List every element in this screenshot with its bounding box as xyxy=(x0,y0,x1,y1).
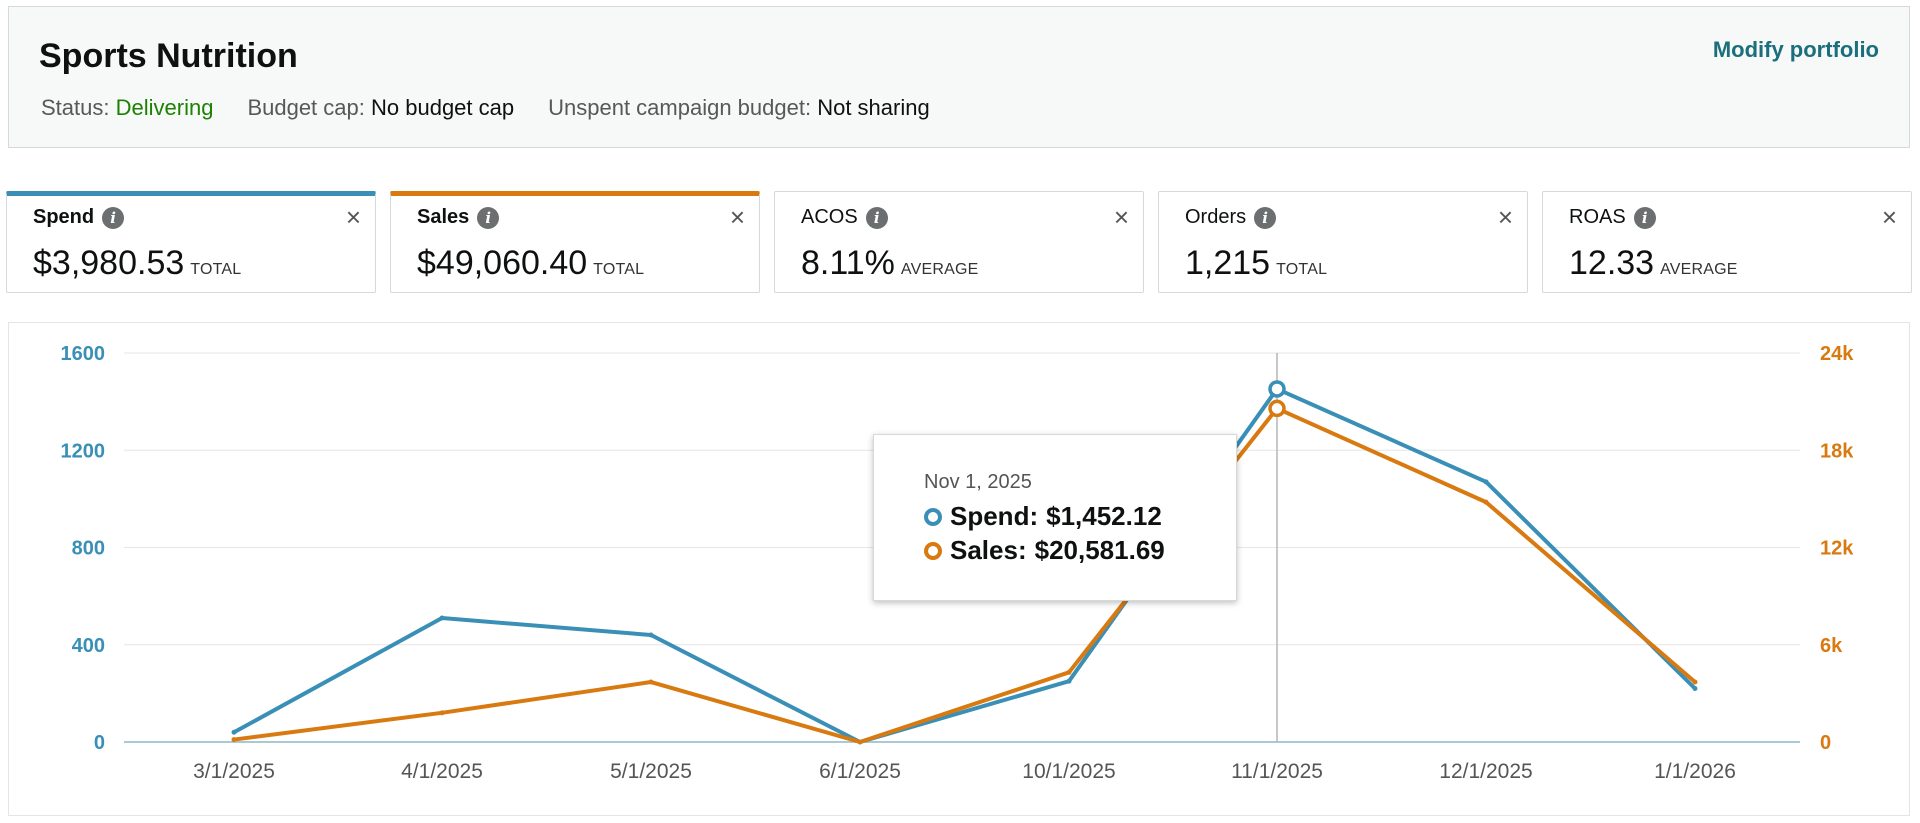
y-left-tick-label: 800 xyxy=(72,538,105,560)
metric-name: Orders i xyxy=(1185,206,1277,229)
close-icon[interactable]: × xyxy=(729,202,745,232)
close-icon[interactable]: × xyxy=(1113,202,1129,232)
metric-value: 1,215 TOTAL xyxy=(1185,244,1328,282)
metric-card-roas[interactable]: ROAS i × 12.33 AVERAGE xyxy=(1542,191,1912,293)
spend-marker-icon xyxy=(924,507,942,526)
data-point-spend xyxy=(231,729,237,735)
x-tick-label: 11/1/2025 xyxy=(1231,760,1323,783)
data-point-sales xyxy=(1066,669,1072,675)
x-tick-label: 12/1/2025 xyxy=(1439,760,1532,783)
y-right-tick-label: 12k xyxy=(1820,538,1854,560)
y-right-tick-label: 6k xyxy=(1820,635,1843,657)
tooltip-spend-value: $1,452.12 xyxy=(1046,501,1162,531)
metric-unit: AVERAGE xyxy=(900,261,979,278)
tooltip-spend-row: Spend: $1,452.12 xyxy=(924,501,1162,532)
x-tick-label: 5/1/2025 xyxy=(610,760,692,783)
metric-unit: TOTAL xyxy=(593,261,645,278)
modify-portfolio-link[interactable]: Modify portfolio xyxy=(1712,37,1879,62)
metric-unit: AVERAGE xyxy=(1660,261,1738,278)
close-icon[interactable]: × xyxy=(1881,202,1897,232)
budget-cap-value: No budget cap xyxy=(371,95,515,120)
close-icon[interactable]: × xyxy=(345,202,361,232)
metric-name: Spend i xyxy=(33,206,125,229)
x-tick-label: 6/1/2025 xyxy=(819,760,901,783)
x-tick-label: 1/1/2026 xyxy=(1654,760,1736,783)
unspent-budget-field: Unspent campaign budget: Not sharing xyxy=(548,95,930,121)
info-icon[interactable]: i xyxy=(865,206,888,229)
y-right-tick-label: 0 xyxy=(1820,732,1831,754)
y-left-tick-label: 1200 xyxy=(61,440,106,462)
data-point-spend xyxy=(1066,678,1072,684)
data-point-spend xyxy=(1483,479,1489,485)
y-left-tick-label: 400 xyxy=(72,635,105,657)
data-point-sales xyxy=(231,737,237,743)
tooltip-spend-label: Spend: xyxy=(950,501,1039,531)
data-point-spend xyxy=(648,632,654,638)
series-line-sales xyxy=(233,406,1697,744)
metric-card-spend[interactable]: Spend i × $3,980.53 TOTAL xyxy=(6,191,376,293)
metric-unit: TOTAL xyxy=(1276,261,1328,278)
tooltip-sales-value: $20,581.69 xyxy=(1034,535,1165,565)
portfolio-status-row: Status: Delivering Budget cap: No budget… xyxy=(41,95,930,121)
portfolio-title: Sports Nutrition xyxy=(39,37,298,75)
x-tick-label: 3/1/2025 xyxy=(193,760,275,783)
y-left-tick-label: 0 xyxy=(94,732,105,754)
metric-value: $49,060.40 TOTAL xyxy=(417,244,645,282)
data-point-sales xyxy=(1483,499,1489,505)
budget-cap-label: Budget cap: xyxy=(247,95,365,120)
status-label: Status: xyxy=(41,95,110,120)
data-point-spend xyxy=(1692,686,1698,692)
data-point-sales xyxy=(439,710,445,716)
metric-name: ACOS i xyxy=(801,206,888,229)
status-value: Delivering xyxy=(115,95,214,120)
info-icon[interactable]: i xyxy=(477,206,500,229)
unspent-budget-label: Unspent campaign budget: xyxy=(548,95,812,120)
info-icon[interactable]: i xyxy=(102,206,125,229)
data-point-spend xyxy=(439,615,445,621)
data-point-sales xyxy=(857,739,863,745)
close-icon[interactable]: × xyxy=(1497,202,1513,232)
metric-value: 12.33 AVERAGE xyxy=(1569,244,1738,282)
tooltip-sales-label: Sales: xyxy=(950,535,1027,565)
data-point-sales xyxy=(648,679,654,685)
metric-card-orders[interactable]: Orders i × 1,215 TOTAL xyxy=(1158,191,1528,293)
sales-marker-icon xyxy=(924,541,942,560)
metric-value: 8.11% AVERAGE xyxy=(801,244,979,282)
info-icon[interactable]: i xyxy=(1254,206,1277,229)
metric-unit: TOTAL xyxy=(190,261,242,278)
metric-name: Sales i xyxy=(417,206,500,229)
metric-card-acos[interactable]: ACOS i × 8.11% AVERAGE xyxy=(774,191,1144,293)
metric-card-sales[interactable]: Sales i × $49,060.40 TOTAL xyxy=(390,191,760,293)
status-field: Status: Delivering xyxy=(41,95,213,121)
info-icon[interactable]: i xyxy=(1633,206,1656,229)
unspent-budget-value: Not sharing xyxy=(817,95,930,120)
x-tick-label: 4/1/2025 xyxy=(401,760,483,783)
data-point-spend-highlight xyxy=(1268,380,1286,398)
metric-value: $3,980.53 TOTAL xyxy=(33,244,242,282)
x-tick-label: 10/1/2025 xyxy=(1022,760,1115,783)
data-point-sales xyxy=(1692,679,1698,685)
y-right-tick-label: 24k xyxy=(1820,343,1854,365)
portfolio-header: Sports Nutrition Modify portfolio Status… xyxy=(8,6,1910,148)
data-point-sales-highlight xyxy=(1268,399,1286,418)
tooltip-sales-row: Sales: $20,581.69 xyxy=(924,535,1165,566)
metric-name: ROAS i xyxy=(1569,206,1656,229)
budget-cap-field: Budget cap: No budget cap xyxy=(247,95,514,121)
chart-tooltip: Nov 1, 2025 Spend: $1,452.12 Sales: $20,… xyxy=(873,434,1237,601)
y-left-tick-label: 1600 xyxy=(61,343,106,365)
y-right-tick-label: 18k xyxy=(1820,440,1854,462)
series-line-spend xyxy=(233,386,1697,744)
tooltip-date: Nov 1, 2025 xyxy=(924,471,1032,493)
